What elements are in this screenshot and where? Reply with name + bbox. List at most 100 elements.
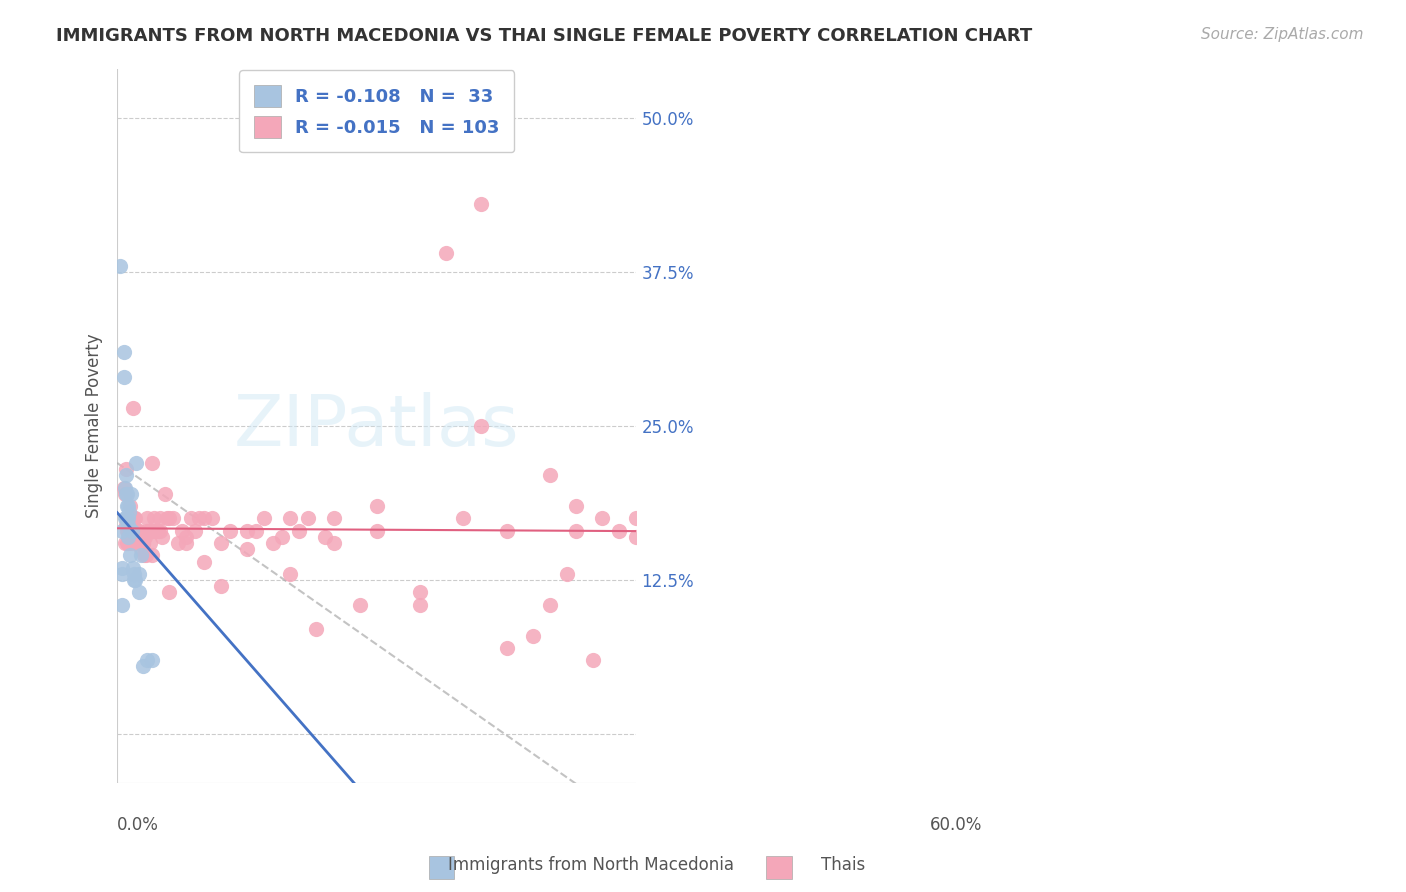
Point	[470, 419, 492, 434]
Point	[114, 481, 136, 495]
Point	[270, 530, 292, 544]
Point	[172, 524, 194, 538]
Point	[142, 511, 165, 525]
Point	[143, 524, 166, 538]
Point	[114, 487, 136, 501]
Point	[538, 598, 561, 612]
Point	[128, 566, 150, 581]
Point	[132, 549, 155, 563]
Point	[114, 536, 136, 550]
Point	[253, 511, 276, 525]
Point	[157, 585, 180, 599]
Point	[236, 524, 259, 538]
Point	[132, 536, 155, 550]
Point	[607, 524, 630, 538]
Point	[470, 197, 492, 211]
Point	[138, 524, 160, 538]
Point	[150, 530, 173, 544]
Point	[565, 524, 588, 538]
Point	[117, 499, 139, 513]
Text: Source: ZipAtlas.com: Source: ZipAtlas.com	[1201, 27, 1364, 42]
Point	[132, 659, 155, 673]
Point	[124, 573, 146, 587]
Point	[121, 536, 143, 550]
Point	[495, 640, 517, 655]
Point	[112, 481, 135, 495]
Point	[115, 524, 138, 538]
Point	[115, 487, 138, 501]
Point	[176, 536, 198, 550]
Point	[115, 487, 138, 501]
Point	[288, 524, 311, 538]
Point	[193, 511, 215, 525]
Point	[128, 524, 150, 538]
Point	[128, 530, 150, 544]
Point	[112, 345, 135, 359]
Point	[127, 536, 149, 550]
Y-axis label: Single Female Poverty: Single Female Poverty	[86, 334, 103, 518]
Point	[120, 499, 142, 513]
Point	[125, 524, 148, 538]
Point	[184, 524, 207, 538]
Point	[121, 511, 143, 525]
Legend: R = -0.108   N =  33, R = -0.015   N = 103: R = -0.108 N = 33, R = -0.015 N = 103	[239, 70, 515, 153]
Point	[209, 579, 232, 593]
Point	[110, 598, 132, 612]
Point	[110, 566, 132, 581]
Point	[434, 246, 457, 260]
Point	[453, 511, 475, 525]
Point	[141, 549, 163, 563]
Point	[117, 517, 139, 532]
Point	[125, 456, 148, 470]
Point	[111, 524, 134, 538]
Point	[127, 536, 149, 550]
Point	[153, 487, 176, 501]
Point	[278, 511, 301, 525]
Point	[201, 511, 224, 525]
Point	[121, 401, 143, 415]
Point	[129, 542, 152, 557]
Text: ZIPatlas: ZIPatlas	[233, 392, 520, 460]
Point	[117, 511, 139, 525]
Point	[166, 536, 188, 550]
Point	[131, 549, 153, 563]
Point	[193, 555, 215, 569]
Point	[366, 524, 388, 538]
Point	[278, 566, 301, 581]
Point	[120, 549, 142, 563]
Point	[117, 511, 139, 525]
Point	[117, 536, 139, 550]
Point	[141, 653, 163, 667]
Point	[124, 511, 146, 525]
Point	[305, 623, 328, 637]
Point	[121, 561, 143, 575]
Point	[149, 511, 172, 525]
Text: 60.0%: 60.0%	[931, 815, 983, 834]
Point	[112, 369, 135, 384]
Point	[122, 511, 145, 525]
Point	[322, 536, 344, 550]
Point	[124, 524, 146, 538]
Point	[115, 511, 138, 525]
Point	[314, 530, 336, 544]
Text: IMMIGRANTS FROM NORTH MACEDONIA VS THAI SINGLE FEMALE POVERTY CORRELATION CHART: IMMIGRANTS FROM NORTH MACEDONIA VS THAI …	[56, 27, 1032, 45]
Point	[626, 511, 648, 525]
Point	[124, 573, 146, 587]
Point	[162, 511, 184, 525]
Point	[110, 561, 132, 575]
Point	[538, 468, 561, 483]
Point	[117, 524, 139, 538]
Point	[118, 530, 141, 544]
Point	[176, 530, 198, 544]
Point	[115, 536, 138, 550]
Point	[565, 499, 588, 513]
Point	[120, 517, 142, 532]
Point	[115, 462, 138, 476]
Point	[132, 536, 155, 550]
Point	[262, 536, 284, 550]
Text: 0.0%: 0.0%	[117, 815, 159, 834]
Point	[139, 536, 162, 550]
Point	[136, 524, 159, 538]
Point	[120, 487, 142, 501]
Point	[120, 511, 142, 525]
